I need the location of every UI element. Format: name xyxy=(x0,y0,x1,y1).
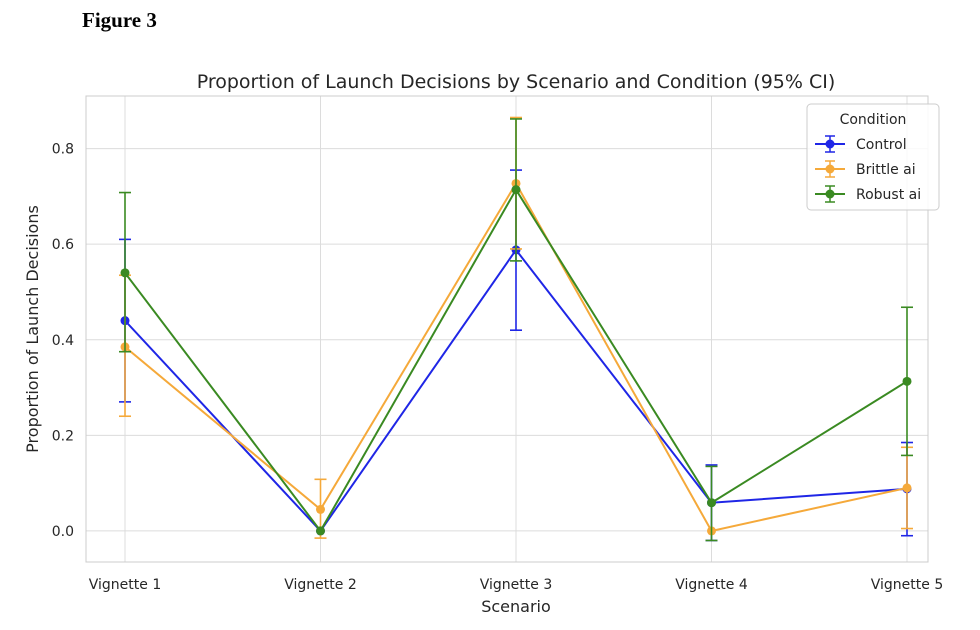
y-tick-label: 0.4 xyxy=(52,333,74,349)
x-tick-label: Vignette 5 xyxy=(871,577,943,593)
legend-item: Control xyxy=(815,135,907,153)
series-layer xyxy=(119,116,913,542)
legend-marker xyxy=(825,164,835,174)
y-tick-label: 0.0 xyxy=(52,524,74,540)
data-point xyxy=(316,504,325,514)
y-tick-label: 0.2 xyxy=(52,428,74,444)
legend-title: Condition xyxy=(840,112,907,128)
x-tick-label: Vignette 4 xyxy=(675,577,748,593)
data-point xyxy=(511,185,521,195)
data-point xyxy=(902,483,912,493)
legend-label: Robust ai xyxy=(856,187,921,203)
legend-box xyxy=(806,103,940,211)
plot-frame xyxy=(85,95,929,563)
chart-title: Proportion of Launch Decisions by Scenar… xyxy=(197,71,836,93)
series-robust-ai xyxy=(119,118,913,542)
legend-label: Control xyxy=(856,137,907,153)
x-axis-label: Scenario xyxy=(481,597,551,616)
data-point xyxy=(120,268,130,278)
legend-item: Brittle ai xyxy=(815,160,916,178)
legend: Condition Control Brittle ai Robust ai xyxy=(806,103,940,211)
legend-item: Robust ai xyxy=(815,185,921,203)
legend-label: Brittle ai xyxy=(856,162,916,178)
x-tick-label: Vignette 1 xyxy=(89,577,161,593)
legend-marker xyxy=(825,189,835,199)
y-ticks: 0.0 0.2 0.4 0.6 0.8 xyxy=(52,142,74,540)
y-tick-label: 0.8 xyxy=(52,142,74,158)
x-tick-label: Vignette 3 xyxy=(480,577,552,593)
data-point xyxy=(902,376,912,386)
y-axis-label: Proportion of Launch Decisions xyxy=(23,205,42,453)
data-point xyxy=(707,498,716,508)
x-ticks: Vignette 1 Vignette 2 Vignette 3 Vignette 4… xyxy=(89,577,943,593)
x-tick-label: Vignette 2 xyxy=(284,577,356,593)
legend-marker xyxy=(825,139,835,149)
y-tick-label: 0.6 xyxy=(52,237,74,253)
grid xyxy=(86,96,928,562)
data-point xyxy=(316,526,325,536)
figure-label: Figure 3 xyxy=(82,8,157,32)
